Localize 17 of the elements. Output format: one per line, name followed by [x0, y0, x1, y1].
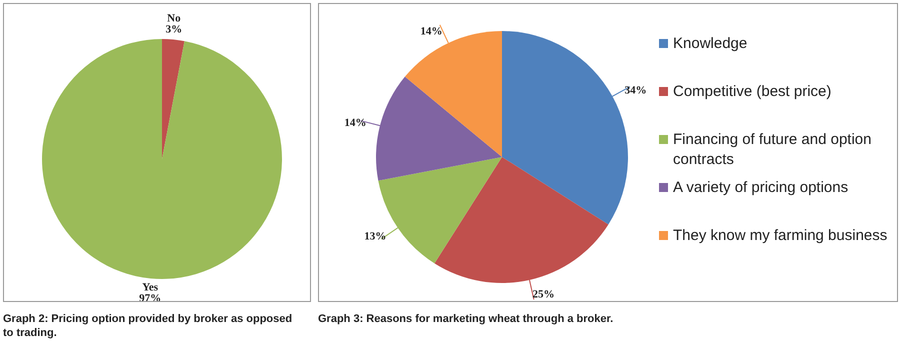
- data-label: 14%: [420, 25, 442, 38]
- legend-label: Competitive (best price): [673, 82, 832, 102]
- legend-label: A variety of pricing options: [673, 178, 848, 198]
- data-label: 34%: [624, 84, 647, 97]
- legend-label: Knowledge: [673, 34, 748, 54]
- slice-label: No: [167, 12, 182, 25]
- data-label: 14%: [344, 117, 366, 130]
- text: Graph 2: Pricing option provided by broker as opposed to trading.: [3, 312, 294, 340]
- data-label: 25%: [532, 288, 555, 301]
- legend-label: Financing of future and option contracts: [673, 130, 872, 170]
- pie-slice: [162, 39, 184, 159]
- legend-label: They know my farming business: [673, 226, 888, 246]
- pie-slice: [42, 39, 282, 279]
- text: Graph 3: Reasons for marketing wheat through a broker.: [318, 312, 614, 326]
- data-label: 13%: [364, 230, 386, 243]
- slice-label: Yes: [142, 281, 159, 294]
- data-label: 3%: [166, 24, 182, 36]
